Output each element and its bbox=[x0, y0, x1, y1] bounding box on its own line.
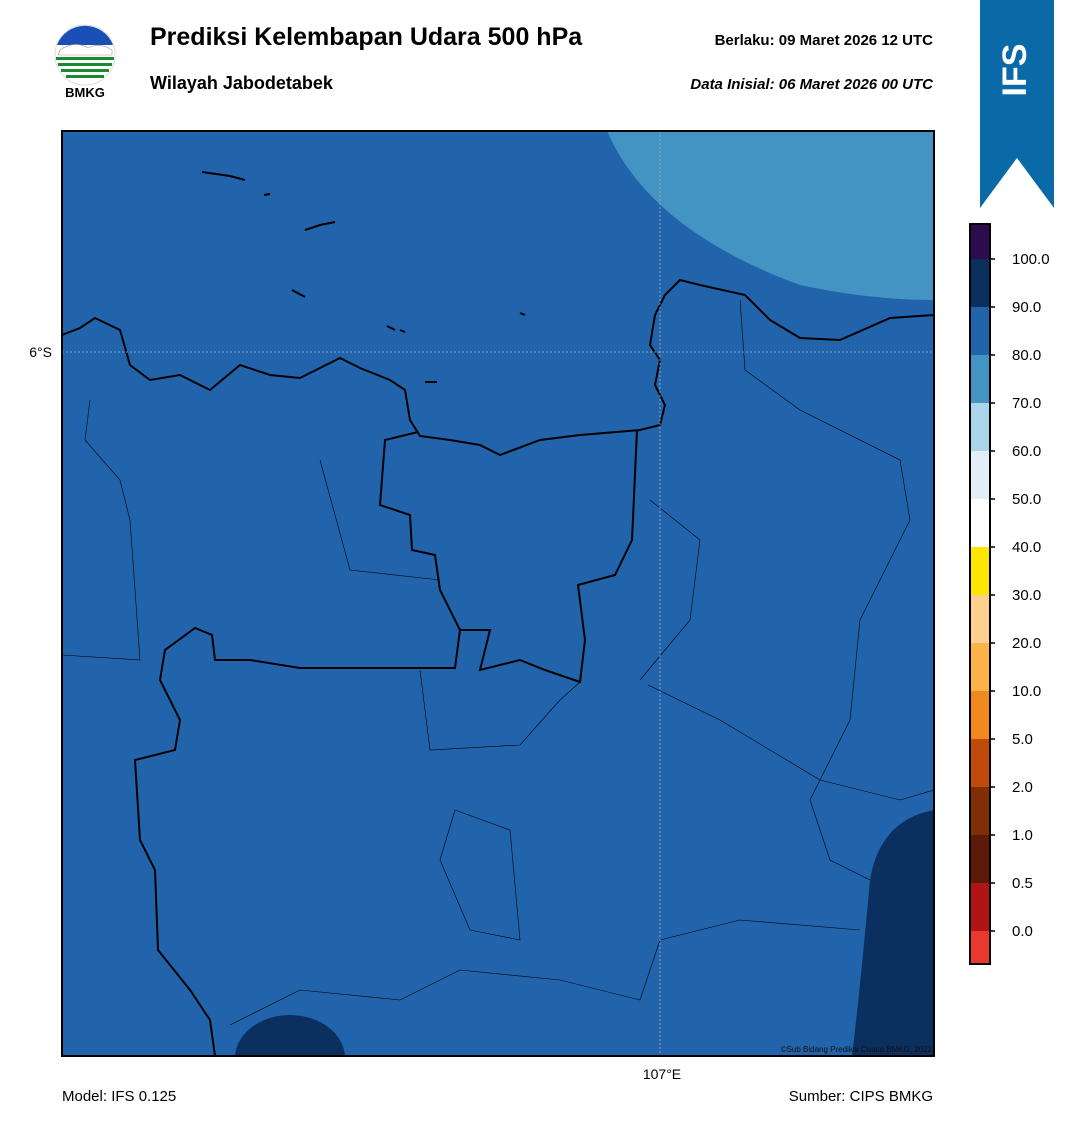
title: Prediksi Kelembapan Udara 500 hPa bbox=[150, 23, 583, 51]
colorbar-band bbox=[970, 595, 990, 643]
colorbar-band bbox=[970, 451, 990, 499]
colorbar-band bbox=[970, 547, 990, 595]
colorbar-tick-label: 90.0 bbox=[1012, 299, 1041, 316]
badge-text: IFS bbox=[996, 44, 1034, 97]
model: Model: IFS 0.125 bbox=[62, 1088, 176, 1105]
colorbar-tick-label: 5.0 bbox=[1012, 731, 1033, 748]
colorbar-band bbox=[970, 307, 990, 355]
colorbar-band bbox=[970, 835, 990, 883]
lon-label: 107°E bbox=[643, 1066, 681, 1082]
map: 6°S 107°E ©Sub Bidang Prediksi Cuaca BMK… bbox=[29, 130, 935, 1082]
colorbar-band bbox=[970, 355, 990, 403]
badge bbox=[980, 0, 1054, 208]
colorbar-tick-label: 10.0 bbox=[1012, 683, 1041, 700]
colorbar-band bbox=[970, 259, 990, 307]
logo: BMKG bbox=[54, 24, 116, 100]
colorbar-band bbox=[970, 739, 990, 787]
colorbar-tick-label: 2.0 bbox=[1012, 779, 1033, 796]
colorbar-band bbox=[970, 499, 990, 547]
colorbar-band bbox=[970, 931, 990, 964]
colorbar-band bbox=[970, 883, 990, 931]
colorbar-band bbox=[970, 403, 990, 451]
init-time: Data Inisial: 06 Maret 2026 00 UTC bbox=[690, 76, 934, 93]
colorbar-tick-label: 0.5 bbox=[1012, 875, 1033, 892]
colorbar-tick-label: 50.0 bbox=[1012, 491, 1041, 508]
colorbar-tick-label: 80.0 bbox=[1012, 347, 1041, 364]
colorbar-tick-label: 70.0 bbox=[1012, 395, 1041, 412]
colorbar-tick-label: 20.0 bbox=[1012, 635, 1041, 652]
colorbar-band bbox=[970, 643, 990, 691]
lat-label: 6°S bbox=[29, 344, 52, 360]
colorbar-tick-label: 40.0 bbox=[1012, 539, 1041, 556]
colorbar-tick-label: 100.0 bbox=[1012, 251, 1050, 268]
colorbar-band bbox=[970, 224, 990, 259]
valid-time: Berlaku: 09 Maret 2026 12 UTC bbox=[715, 32, 934, 49]
colorbar-tick-label: 1.0 bbox=[1012, 827, 1033, 844]
colorbar: 0.0 0.5 1.0 2.0 5.0 10.0 20.0 30.0 40.0 50.0 60.0 7… bbox=[969, 223, 1050, 965]
colorbar-tick-label: 0.0 bbox=[1012, 923, 1033, 940]
colorbar-tick-label: 30.0 bbox=[1012, 587, 1041, 604]
colorbar-band bbox=[970, 691, 990, 739]
colorbar-frame bbox=[969, 223, 991, 965]
copyright: ©Sub Bidang Prediksi Cuaca BMKG, 2022 bbox=[781, 1045, 933, 1054]
logo-text: BMKG bbox=[65, 85, 105, 100]
colorbar-tick-label: 60.0 bbox=[1012, 443, 1041, 460]
colorbar-band bbox=[970, 787, 990, 835]
source: Sumber: CIPS BMKG bbox=[789, 1088, 933, 1105]
subtitle: Wilayah Jabodetabek bbox=[150, 73, 334, 93]
